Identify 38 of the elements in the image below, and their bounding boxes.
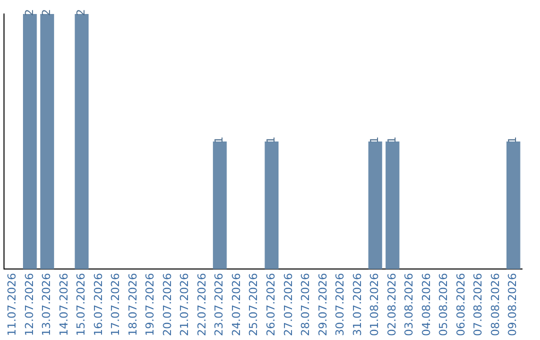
x-tick-label: 17.07.2026	[109, 273, 122, 336]
x-tick-label: 30.07.2026	[334, 273, 347, 336]
x-tick-label: 23.07.2026	[212, 273, 226, 336]
x-tick-label: 27.07.2026	[282, 273, 295, 336]
x-tick-label: 15.07.2026	[74, 273, 88, 336]
x-tick-label: 09.08.2026	[506, 273, 520, 336]
data-label: 1	[264, 136, 278, 144]
x-tick-label: 18.07.2026	[126, 273, 140, 336]
x-tick-label: 07.08.2026	[472, 273, 485, 336]
data-label: 1	[506, 136, 520, 144]
x-tick-label: 21.07.2026	[178, 273, 192, 336]
x-tick-label: 01.08.2026	[368, 273, 382, 336]
x-tick-label: 11.07.2026	[5, 273, 18, 336]
data-label: 1	[385, 136, 398, 144]
x-tick-label: 26.07.2026	[264, 273, 278, 336]
data-label: 2	[74, 9, 88, 16]
x-tick-label: 12.07.2026	[22, 273, 36, 336]
data-label: 2	[40, 9, 54, 16]
x-tick-label: 24.07.2026	[230, 273, 243, 336]
x-tick-label: 20.07.2026	[160, 273, 174, 336]
x-tick-label: 16.07.2026	[92, 273, 105, 336]
x-tick-label: 31.07.2026	[350, 273, 364, 336]
x-tick-label: 05.08.2026	[437, 273, 450, 336]
x-tick-label: 28.07.2026	[299, 273, 312, 336]
x-tick-label: 13.07.2026	[40, 273, 54, 336]
x-tick-label: 14.07.2026	[57, 273, 70, 336]
x-tick-label: 22.07.2026	[195, 273, 208, 336]
x-tick-label: 08.08.2026	[488, 273, 502, 336]
x-tick-label: 25.07.2026	[247, 273, 260, 336]
data-label: 2	[22, 9, 36, 16]
x-tick-label: 04.08.2026	[420, 273, 433, 336]
data-label: 1	[212, 136, 226, 144]
x-tick-label: 29.07.2026	[316, 273, 330, 336]
x-tick-label: 19.07.2026	[144, 273, 157, 336]
data-label: 1	[368, 136, 382, 144]
x-tick-label: 02.08.2026	[385, 273, 398, 336]
x-tick-label: 03.08.2026	[402, 273, 416, 336]
x-tick-label: 06.08.2026	[454, 273, 468, 336]
